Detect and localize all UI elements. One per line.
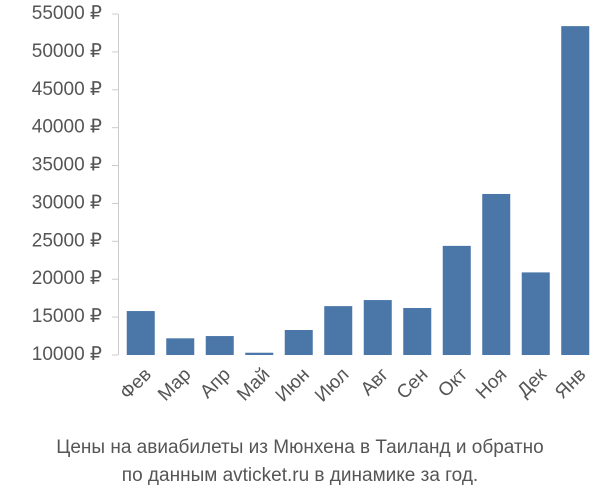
- bar: [205, 336, 234, 355]
- x-tick-label: Сен: [393, 364, 432, 403]
- x-tick-label: Апр: [196, 364, 235, 403]
- x-tick-label: Ноя: [472, 364, 511, 403]
- bar: [561, 26, 590, 355]
- x-tick-label: Дек: [514, 364, 552, 402]
- x-tick-label: Июн: [272, 364, 314, 406]
- bar: [126, 311, 155, 355]
- y-tick-label: 25000 ₽: [32, 230, 102, 251]
- y-tick-label: 15000 ₽: [32, 306, 102, 327]
- x-tick-label: Окт: [434, 364, 472, 402]
- x-tick-label: Фев: [116, 364, 156, 404]
- chart-title: Цены на авиабилеты из Мюнхена в Таиланд …: [56, 437, 543, 458]
- bar: [442, 245, 471, 355]
- bar: [363, 300, 392, 355]
- bar: [521, 272, 550, 355]
- x-tick-label: Авг: [357, 364, 393, 400]
- y-tick-label: 50000 ₽: [32, 41, 102, 62]
- x-tick-label: Мар: [154, 364, 195, 405]
- bar: [166, 338, 195, 355]
- y-tick-label: 35000 ₽: [32, 155, 102, 176]
- y-tick-label: 20000 ₽: [32, 268, 102, 289]
- x-tick-label: Май: [233, 364, 274, 405]
- bar: [403, 308, 432, 355]
- x-tick-label: Июл: [311, 364, 353, 406]
- bar: [482, 193, 511, 355]
- x-tick-label: Янв: [551, 364, 590, 403]
- y-tick-label: 45000 ₽: [32, 79, 102, 100]
- chart-subtitle: по данным avticket.ru в динамике за год.: [122, 465, 478, 486]
- bar: [324, 306, 353, 355]
- y-tick-label: 10000 ₽: [32, 344, 102, 365]
- y-tick-label: 30000 ₽: [32, 192, 102, 213]
- y-tick-label: 55000 ₽: [32, 3, 102, 24]
- bar: [284, 329, 313, 355]
- y-tick-label: 40000 ₽: [32, 117, 102, 138]
- bar: [245, 352, 274, 355]
